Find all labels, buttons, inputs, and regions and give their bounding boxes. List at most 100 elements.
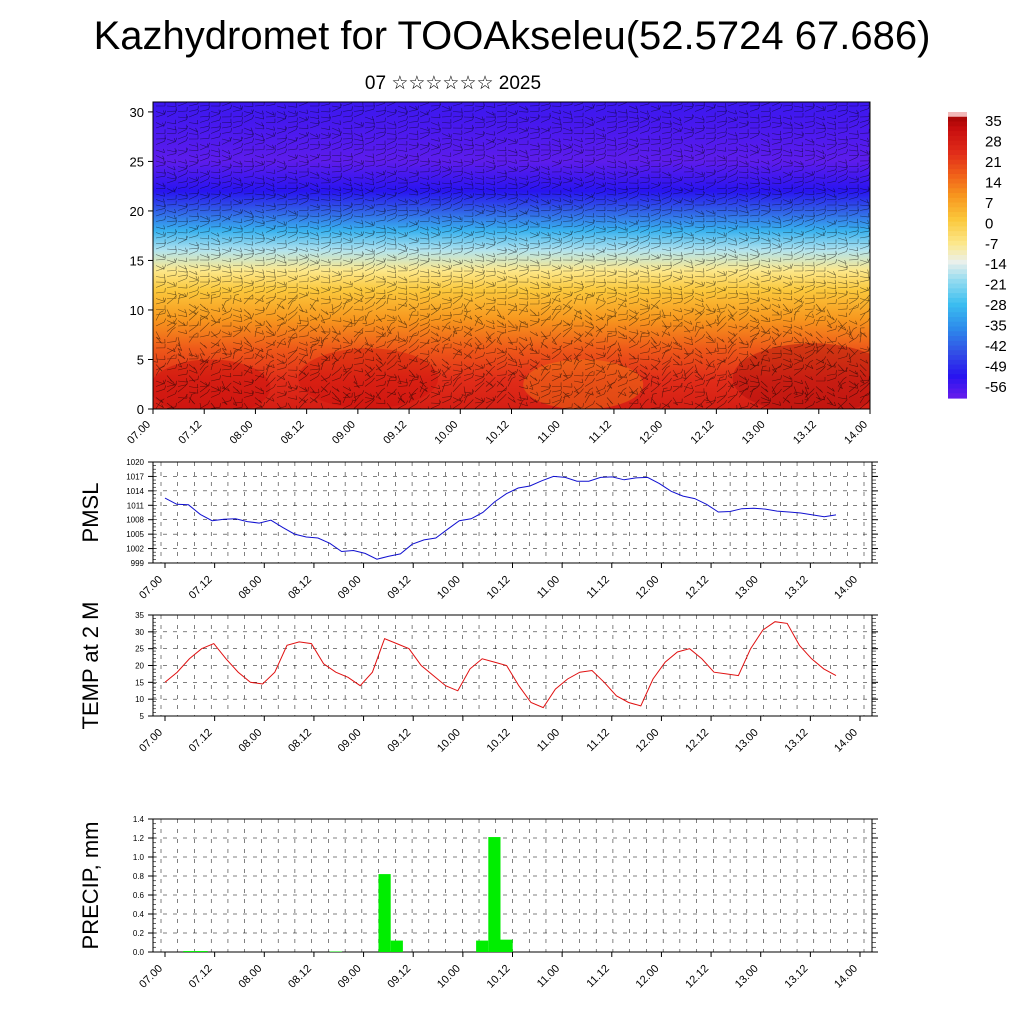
colorbar-segment bbox=[948, 145, 967, 151]
heatmap-x-tick-label: 08.00 bbox=[228, 419, 256, 447]
colorbar-segment bbox=[948, 245, 967, 251]
x-tick-label: 10.12 bbox=[485, 574, 513, 602]
x-tick-label: 13.12 bbox=[783, 727, 811, 755]
colorbar-segment bbox=[948, 378, 967, 385]
precip-bar bbox=[500, 939, 513, 952]
x-tick-label: 12.12 bbox=[683, 963, 711, 991]
y-tick-label: 30 bbox=[135, 628, 144, 637]
colorbar-label: -28 bbox=[985, 297, 1007, 314]
heatmap-x-tick-label: 11.12 bbox=[587, 419, 614, 446]
y-tick-label: 1.0 bbox=[133, 853, 145, 862]
colorbar-segment bbox=[948, 154, 967, 161]
colorbar-segment bbox=[948, 216, 967, 223]
y-axis-label: TEMP at 2 M bbox=[78, 602, 103, 730]
heatmap-y-tick-label: 10 bbox=[130, 303, 144, 318]
colorbar-segment bbox=[948, 278, 967, 285]
colorbar-segment bbox=[948, 188, 967, 194]
x-tick-label: 11.12 bbox=[585, 963, 612, 990]
colorbar-segment bbox=[948, 321, 967, 328]
series-line bbox=[164, 475, 837, 560]
heatmap-warm-core bbox=[153, 359, 271, 409]
heatmap-x-tick-label: 09.12 bbox=[381, 419, 409, 447]
colorbar-segment bbox=[948, 259, 967, 266]
y-tick-label: 0.4 bbox=[133, 910, 145, 919]
temperature-wind-heatmap: 0 5 10 15 20 25 30 07.00 07.12 08.00 08.12 09.00 09.… bbox=[125, 101, 871, 447]
colorbar-segment bbox=[948, 231, 967, 237]
y-tick-label: 20 bbox=[135, 662, 144, 671]
colorbar-segment bbox=[948, 312, 967, 318]
x-tick-label: 08.00 bbox=[236, 727, 264, 755]
colorbar-segment bbox=[948, 207, 967, 213]
heatmap-warm-core bbox=[298, 348, 439, 409]
x-tick-label: 12.12 bbox=[683, 574, 711, 602]
x-tick-label: 11.00 bbox=[535, 963, 562, 990]
x-tick-label: 11.12 bbox=[585, 727, 612, 754]
colorbar-segment bbox=[948, 226, 967, 232]
y-tick-label: 25 bbox=[135, 645, 144, 654]
pmsl-chart: 999 1002 1005 1008 1011 1014 1017 1020 07.00 07.1… bbox=[78, 458, 878, 602]
precip-bar bbox=[390, 940, 403, 952]
colorbar-segment bbox=[948, 250, 967, 256]
colorbar-segment bbox=[948, 255, 967, 261]
heatmap-x-tick-label: 12.00 bbox=[637, 419, 665, 447]
precip-bar bbox=[195, 951, 208, 952]
x-tick-label: 10.12 bbox=[485, 963, 513, 991]
wind-barb-field bbox=[153, 102, 870, 409]
heatmap-x-tick-label: 08.12 bbox=[279, 419, 307, 447]
colorbar-segment bbox=[948, 331, 967, 337]
heatmap-x-tick-label: 10.00 bbox=[432, 419, 460, 447]
heatmap-warm-core bbox=[732, 343, 870, 409]
colorbar-segment bbox=[948, 178, 967, 185]
chart-title: Kazhydromet for TOOAkseleu(52.5724 67.68… bbox=[93, 14, 931, 58]
y-tick-label: 1.2 bbox=[133, 834, 145, 843]
grid bbox=[153, 614, 872, 717]
heatmap-y-tick-label: 30 bbox=[130, 105, 144, 120]
colorbar-segment bbox=[948, 235, 967, 242]
x-tick-label: 10.00 bbox=[435, 574, 463, 602]
heatmap-y-tick-label: 25 bbox=[130, 154, 144, 169]
colorbar-segment bbox=[948, 121, 967, 127]
x-tick-label: 13.00 bbox=[733, 963, 761, 991]
y-axis-label: PMSL bbox=[78, 483, 103, 543]
colorbar-segment bbox=[948, 374, 967, 380]
colorbar-segment bbox=[948, 359, 967, 366]
x-tick-label: 10.00 bbox=[435, 963, 463, 991]
colorbar-segment bbox=[948, 197, 967, 204]
colorbar-label: 14 bbox=[985, 175, 1002, 192]
colorbar-segment bbox=[948, 183, 967, 189]
x-tick-label: 11.12 bbox=[585, 574, 612, 601]
colorbar: 35 28 21 14 7 0 -7 -14 -21 -28 -35 -42 -49 -56 bbox=[948, 112, 1007, 399]
x-tick-label: 08.12 bbox=[286, 963, 314, 991]
y-tick-label: 1011 bbox=[127, 501, 145, 510]
colorbar-segment bbox=[948, 193, 967, 199]
heatmap-y-tick-label: 0 bbox=[137, 402, 144, 417]
heatmap-x-tick-label: 07.00 bbox=[125, 419, 153, 447]
colorbar-label: -49 bbox=[985, 358, 1007, 375]
colorbar-segment bbox=[948, 164, 967, 170]
colorbar-segment bbox=[948, 283, 967, 289]
y-tick-label: 0.0 bbox=[133, 948, 145, 957]
grid bbox=[153, 461, 872, 564]
x-tick-label: 14.00 bbox=[832, 727, 860, 755]
colorbar-segment bbox=[948, 383, 967, 390]
colorbar-segment bbox=[948, 131, 967, 137]
heatmap-y-tick-label: 15 bbox=[130, 253, 144, 268]
colorbar-segment bbox=[948, 393, 967, 399]
colorbar-label: 0 bbox=[985, 215, 993, 232]
y-tick-label: 1008 bbox=[126, 516, 144, 525]
y-tick-label: 5 bbox=[140, 712, 145, 721]
x-tick-label: 09.12 bbox=[385, 963, 413, 991]
colorbar-segment bbox=[948, 126, 967, 132]
y-tick-label: 35 bbox=[135, 611, 144, 620]
y-tick-label: 1005 bbox=[126, 530, 144, 539]
x-tick-label: 09.00 bbox=[336, 727, 364, 755]
heatmap-x-tick-label: 11.00 bbox=[535, 419, 562, 446]
y-axis-label: PRECIP, mm bbox=[78, 822, 103, 950]
colorbar-segment bbox=[948, 264, 967, 270]
colorbar-segment bbox=[948, 297, 967, 304]
x-tick-label: 07.00 bbox=[137, 727, 165, 755]
colorbar-label: 35 bbox=[985, 113, 1002, 130]
wind-barbs bbox=[153, 102, 870, 409]
x-tick-label: 09.00 bbox=[336, 963, 364, 991]
x-tick-label: 12.00 bbox=[634, 727, 662, 755]
